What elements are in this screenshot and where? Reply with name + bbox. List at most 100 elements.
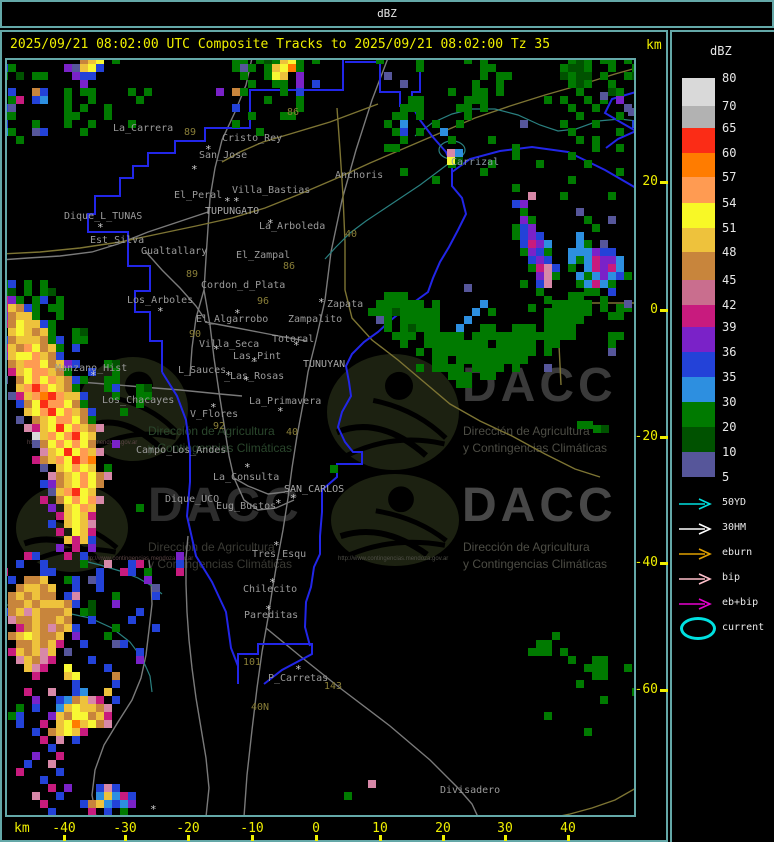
radar-cell <box>592 104 600 112</box>
radar-cell <box>528 304 536 312</box>
radar-cell <box>632 688 634 696</box>
radar-cell <box>80 552 88 560</box>
dbz-scale-block <box>682 280 715 305</box>
radar-cell <box>552 332 560 340</box>
road-number-label: 86 <box>283 261 296 272</box>
radar-cell <box>88 72 96 80</box>
radar-cell <box>448 136 456 144</box>
radar-cell <box>64 536 72 544</box>
radar-cell <box>32 384 40 392</box>
radar-cell <box>447 157 455 165</box>
radar-cell <box>240 88 248 96</box>
boundary-line <box>161 371 239 684</box>
radar-cell <box>72 424 80 432</box>
radar-cell <box>72 336 80 344</box>
radar-cell <box>32 696 40 704</box>
radar-cell <box>432 340 440 348</box>
radar-cell <box>432 316 440 324</box>
y-axis-tick <box>660 689 668 692</box>
radar-cell <box>48 472 56 480</box>
radar-cell <box>56 768 64 776</box>
radar-cell <box>576 136 584 144</box>
radar-cell <box>600 264 608 272</box>
x-axis-tick-label: -10 <box>240 821 264 836</box>
radar-cell <box>40 328 48 336</box>
radar-cell <box>616 272 624 280</box>
radar-cell <box>455 149 463 157</box>
radar-cell <box>48 352 56 360</box>
watermark-logo-layer <box>16 354 459 572</box>
radar-cell <box>40 664 48 672</box>
radar-cell <box>576 292 584 300</box>
radar-cell <box>256 128 264 136</box>
place-label: L_Sauces <box>178 365 227 376</box>
radar-cell <box>80 712 88 720</box>
radar-cell <box>520 208 528 216</box>
radar-cell <box>616 332 624 340</box>
radar-map[interactable]: DACC DACC DACC Dirección de Agricultura y C… <box>5 58 636 817</box>
radar-cell <box>264 60 272 64</box>
radar-cell <box>400 120 408 128</box>
radar-cell <box>64 504 72 512</box>
y-axis-unit-label: km <box>646 38 662 53</box>
radar-cell <box>80 704 88 712</box>
radar-cell <box>432 176 440 184</box>
radar-cell <box>16 624 24 632</box>
radar-cell <box>88 448 96 456</box>
radar-cell <box>136 656 144 664</box>
radar-cell <box>584 240 592 248</box>
radar-cell <box>40 88 48 96</box>
highway-line <box>7 67 634 255</box>
radar-cell <box>40 440 48 448</box>
road-number-label: 40 <box>286 427 299 438</box>
radar-cell <box>48 784 56 792</box>
radar-cell <box>40 344 48 352</box>
radar-cell <box>72 592 80 600</box>
radar-cell <box>288 64 296 72</box>
radar-cell <box>16 416 24 424</box>
radar-cell <box>112 392 120 400</box>
radar-cell <box>448 348 456 356</box>
radar-cell <box>72 440 80 448</box>
radar-cell <box>56 424 64 432</box>
radar-cell <box>560 120 568 128</box>
radar-cell <box>16 640 24 648</box>
place-label: P_Carretas <box>268 673 329 684</box>
radar-cell <box>472 88 480 96</box>
radar-cell <box>32 120 40 128</box>
radar-cell <box>48 608 56 616</box>
radar-cell <box>544 264 552 272</box>
dbz-scale-value: 39 <box>722 320 737 334</box>
radar-cell <box>8 712 16 720</box>
radar-cell <box>8 352 16 360</box>
radar-cell <box>176 560 184 568</box>
radar-cell <box>8 312 16 320</box>
boundary-line <box>451 145 634 188</box>
town-marker: * <box>191 163 198 176</box>
road-number-label: 96 <box>257 296 270 307</box>
radar-cell <box>368 780 376 788</box>
radar-cell <box>632 120 634 128</box>
radar-cell <box>48 392 56 400</box>
radar-cell <box>512 224 520 232</box>
radar-cell <box>88 496 96 504</box>
radar-cell <box>64 496 72 504</box>
radar-cell <box>544 324 552 332</box>
radar-cell <box>400 128 408 136</box>
radar-cell <box>448 332 456 340</box>
radar-cell <box>520 340 528 348</box>
radar-cell <box>72 504 80 512</box>
radar-cell <box>16 352 24 360</box>
radar-cell <box>7 64 8 72</box>
radar-cell <box>480 64 488 72</box>
radar-cell <box>601 425 609 433</box>
radar-cell <box>496 80 504 88</box>
radar-cell <box>576 88 584 96</box>
radar-cell <box>504 340 512 348</box>
radar-cell <box>72 344 80 352</box>
radar-cell <box>576 64 584 72</box>
radar-cell <box>88 416 96 424</box>
radar-cell <box>72 456 80 464</box>
radar-cell <box>24 552 32 560</box>
radar-cell <box>72 520 80 528</box>
